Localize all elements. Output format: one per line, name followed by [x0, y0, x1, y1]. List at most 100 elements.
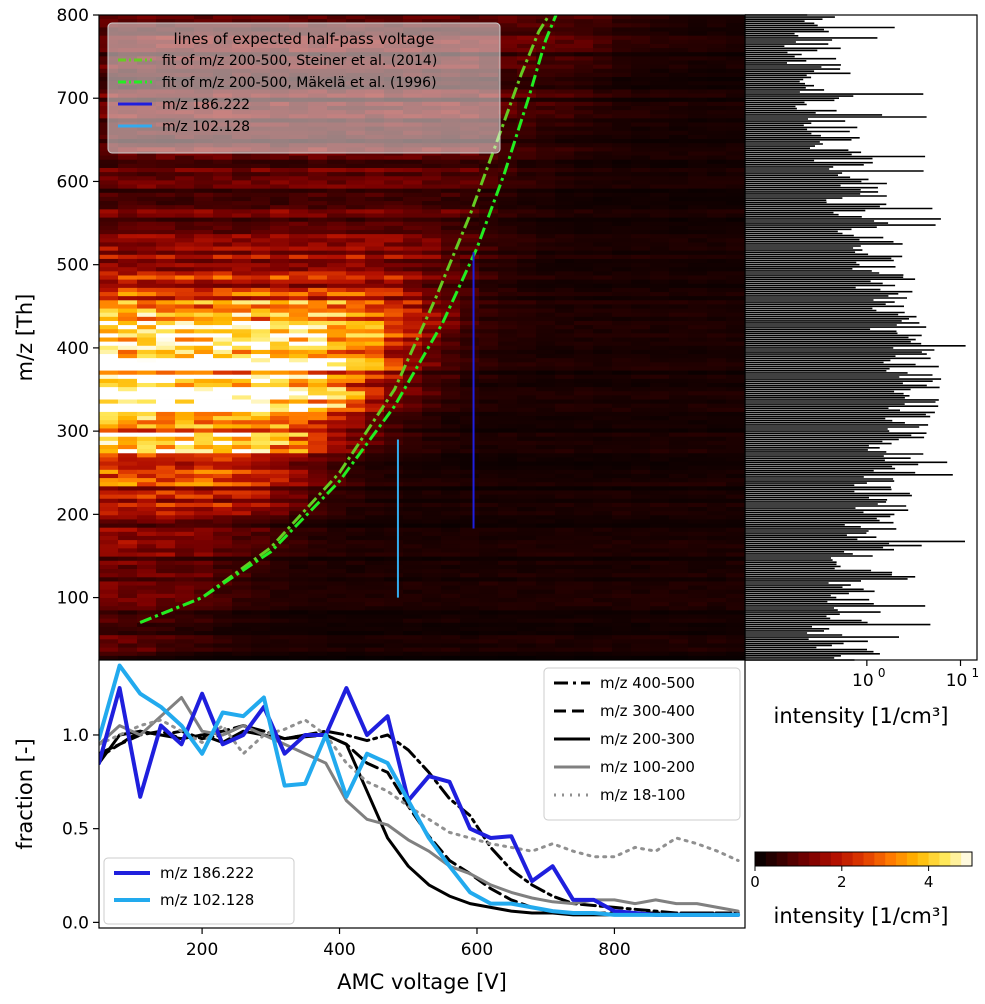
heatmap-cell [308, 333, 328, 338]
heatmap-cell [251, 225, 271, 231]
heatmap-cell [631, 370, 651, 376]
heatmap-cell [517, 349, 537, 355]
heatmap-cell [99, 469, 119, 475]
heatmap-cell [422, 511, 442, 516]
heatmap-cell [631, 122, 651, 128]
heatmap-cell [213, 585, 233, 591]
heatmap-cell [175, 167, 195, 173]
heatmap-cell [574, 606, 594, 611]
heatmap-cell [479, 354, 499, 359]
heatmap-cell [118, 345, 138, 351]
heatmap-cell [517, 81, 537, 86]
heatmap-cell [232, 411, 252, 417]
heatmap-cell [403, 366, 423, 371]
heatmap-cell [612, 48, 632, 53]
heatmap-cell [232, 378, 252, 384]
heatmap-cell [555, 333, 575, 338]
heatmap-cell [460, 486, 480, 491]
heatmap-cell [669, 507, 689, 512]
heatmap-cell [213, 188, 233, 194]
heatmap-cell [479, 593, 499, 599]
heatmap-cell [574, 482, 594, 487]
heatmap-cell [384, 217, 404, 223]
heatmap-cell [118, 254, 138, 260]
heatmap-cell [688, 366, 708, 371]
heatmap-cell [650, 126, 670, 132]
heatmap-cell [422, 540, 442, 545]
heatmap-cell [232, 221, 252, 227]
heatmap-cell [498, 610, 518, 615]
heatmap-cell [289, 15, 309, 20]
heatmap-cell [251, 573, 271, 578]
heatmap-cell [460, 445, 480, 450]
heatmap-cell [99, 602, 119, 607]
heatmap-cell [137, 465, 157, 471]
heatmap-cell [441, 378, 461, 384]
heatmap-cell [327, 366, 347, 371]
heatmap-cell [555, 221, 575, 227]
heatmap-cell [574, 143, 594, 148]
heatmap-cell [137, 544, 157, 549]
heatmap-cell [631, 184, 651, 190]
heatmap-cell [688, 445, 708, 450]
heatmap-cell [308, 573, 328, 578]
heatmap-cell [498, 279, 518, 285]
heatmap-cell [688, 540, 708, 545]
heatmap-cell [365, 540, 385, 545]
heatmap-cell [346, 19, 366, 24]
heatmap-cell [194, 234, 214, 239]
heatmap-cell [99, 597, 119, 603]
heatmap-cell [365, 341, 385, 347]
heatmap-cell [631, 172, 651, 177]
heatmap-cell [270, 329, 290, 334]
heatmap-cell [574, 167, 594, 173]
heatmap-cell [536, 486, 556, 491]
heatmap-cell [251, 246, 271, 252]
heatmap-cell [593, 382, 613, 388]
heatmap-cell [422, 238, 442, 243]
heatmap-cell [384, 552, 404, 558]
heatmap-cell [707, 201, 727, 206]
heatmap-cell [441, 581, 461, 586]
heatmap-cell [479, 457, 499, 462]
heatmap-cell [688, 48, 708, 53]
heatmap-cell [384, 292, 404, 297]
heatmap-cell [631, 486, 651, 491]
heatmap-cell [612, 424, 632, 429]
heatmap-cell [555, 428, 575, 433]
heatmap-cell [441, 163, 461, 169]
heatmap-cell [156, 523, 176, 529]
heatmap-cell [669, 577, 689, 582]
heatmap-cell [156, 469, 176, 475]
heatmap-cell [232, 184, 252, 190]
heatmap-cell [612, 205, 632, 210]
heatmap-cell [99, 378, 119, 384]
heatmap-cell [270, 432, 290, 438]
heatmap-cell [289, 163, 309, 169]
heatmap-cell [194, 250, 214, 256]
heatmap-cell [574, 540, 594, 545]
heatmap-cell [422, 457, 442, 462]
heatmap-cell [327, 19, 347, 24]
heatmap-cell [194, 188, 214, 194]
heatmap-cell [346, 316, 366, 322]
heatmap-cell [156, 482, 176, 487]
heatmap-cell [707, 573, 727, 578]
heatmap-cell [251, 486, 271, 491]
heatmap-cell [536, 445, 556, 450]
heatmap-cell [327, 296, 347, 301]
heatmap-cell [536, 531, 556, 537]
heatmap-cell [498, 544, 518, 549]
heatmap-cell [536, 184, 556, 190]
heatmap-cell [631, 221, 651, 227]
heatmap-cell [270, 399, 290, 405]
heatmap-cell [650, 31, 670, 37]
heatmap-cell [308, 242, 328, 247]
heatmap-cell [612, 68, 632, 74]
heatmap-cell [251, 345, 271, 351]
heatmap-cell [498, 345, 518, 351]
heatmap-cell [403, 420, 423, 425]
heatmap-cell [194, 196, 214, 202]
heatmap-cell [403, 498, 423, 504]
heatmap-cell [308, 581, 328, 586]
